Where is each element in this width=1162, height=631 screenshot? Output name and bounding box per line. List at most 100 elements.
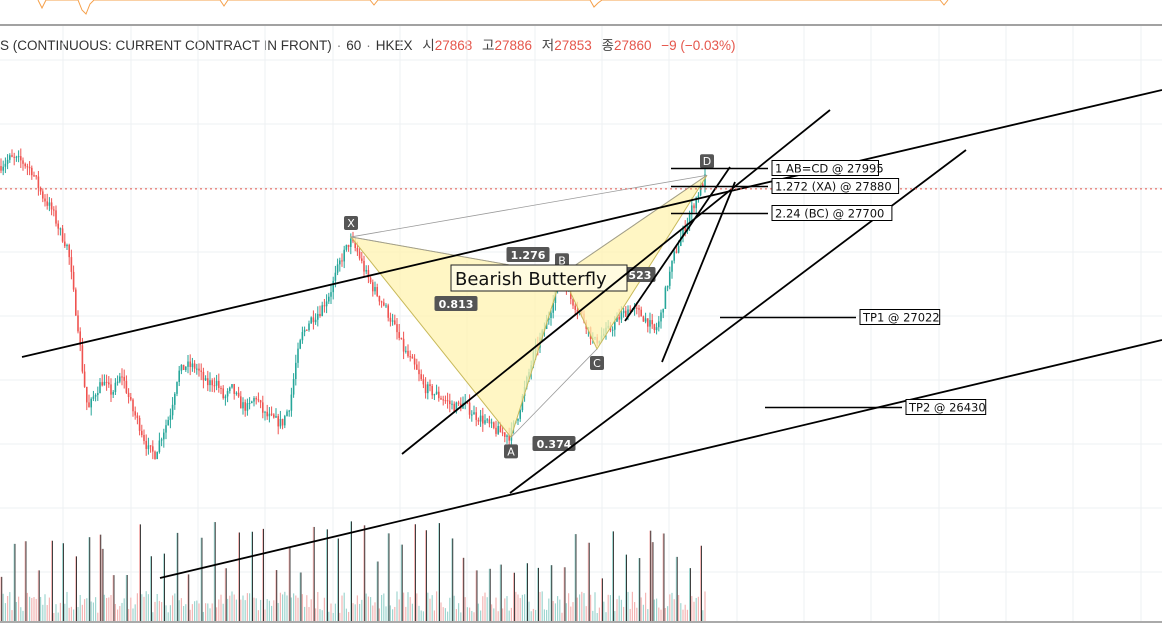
- volume-bar: [279, 592, 281, 621]
- volume-bar: [363, 525, 365, 621]
- volume-bar: [216, 607, 218, 621]
- trendline[interactable]: [21, 89, 1162, 358]
- candle-body: [123, 376, 125, 381]
- volume-bar: [367, 596, 369, 621]
- volume-bar: [477, 603, 479, 621]
- level-label-box[interactable]: [771, 160, 879, 176]
- candle-body: [440, 398, 442, 400]
- candle-body: [649, 320, 651, 327]
- volume-bar: [264, 609, 266, 621]
- volume-bar: [598, 607, 600, 621]
- candle-body: [570, 289, 572, 299]
- candle-body: [143, 434, 145, 441]
- volume-bar: [462, 557, 464, 621]
- candle-body: [130, 397, 132, 400]
- volume-bar: [114, 604, 116, 621]
- volume-bar: [249, 593, 251, 621]
- pattern-point-marker[interactable]: [344, 215, 358, 230]
- volume-bar: [224, 568, 226, 621]
- volume-bar: [537, 567, 539, 621]
- open-label: 시: [422, 38, 435, 53]
- level-label-tp2: TP2 @ 26430: [908, 401, 986, 415]
- volume-bar: [277, 603, 279, 621]
- header-separator: ·: [366, 38, 371, 53]
- trendline[interactable]: [159, 339, 1162, 579]
- pattern-point-marker[interactable]: [555, 253, 569, 268]
- trendline[interactable]: [661, 181, 736, 363]
- candle-body: [92, 396, 95, 399]
- volume-bar: [108, 597, 110, 621]
- symbol-name[interactable]: S (CONTINUOUS: CURRENT CONTRACT IN FRONT…: [0, 38, 332, 53]
- level-label-box[interactable]: [859, 309, 941, 325]
- candle-body: [154, 451, 156, 460]
- candle-body: [266, 411, 268, 417]
- volume-bar: [253, 597, 255, 621]
- volume-bar: [200, 537, 202, 621]
- target-levels[interactable]: 1 AB=CD @ 27995 1.272 (XA) @ 27880 2.24 (B…: [0, 160, 1162, 415]
- pattern-point-marker[interactable]: [700, 154, 714, 169]
- volume-bar: [513, 572, 515, 621]
- trendline[interactable]: [624, 166, 731, 322]
- candle-body: [72, 271, 75, 290]
- volume-bar: [334, 603, 336, 621]
- volume-bar: [187, 574, 189, 621]
- candle-body: [64, 241, 66, 247]
- candle-body: [385, 305, 387, 307]
- high-label: 고: [482, 38, 495, 53]
- trendlines[interactable]: [21, 89, 1162, 579]
- volume-bar: [515, 591, 517, 621]
- volume-bar: [405, 606, 407, 621]
- volume-bar: [139, 524, 141, 621]
- candle-body: [625, 310, 627, 317]
- level-label-box[interactable]: [771, 205, 893, 221]
- volume-bar: [218, 599, 220, 621]
- candle-body: [620, 313, 623, 320]
- pattern-ratio-line: [350, 174, 708, 238]
- header-separator: ·: [336, 38, 342, 53]
- candle-body: [81, 345, 84, 372]
- candle-body: [367, 269, 370, 278]
- volume-bar: [667, 606, 669, 621]
- candle-body: [132, 399, 134, 412]
- candle-body: [347, 244, 350, 247]
- pattern-point-marker[interactable]: [504, 444, 518, 459]
- candle-body: [77, 315, 79, 332]
- pattern-point-marker[interactable]: [590, 355, 604, 370]
- interval-label[interactable]: 60: [346, 38, 362, 53]
- volume-bar: [576, 597, 578, 621]
- volume-bar: [44, 594, 46, 621]
- candle-body: [664, 287, 667, 309]
- candle-body: [402, 338, 405, 352]
- volume-bar: [348, 611, 350, 621]
- candle-body: [15, 156, 18, 158]
- candle-body: [229, 387, 231, 392]
- volume-bar: [552, 600, 554, 621]
- volume-bar: [310, 599, 312, 621]
- volume-bar: [629, 608, 631, 621]
- level-label-box[interactable]: [771, 178, 900, 194]
- candle-body: [394, 320, 396, 325]
- volume-bar: [449, 597, 451, 621]
- volume-bar: [123, 598, 125, 621]
- volume-bar: [700, 545, 702, 621]
- candle-body: [55, 210, 57, 224]
- level-label-box[interactable]: [905, 399, 987, 415]
- volume-bar: [86, 598, 88, 621]
- volume-bar: [101, 548, 103, 621]
- candle-body: [704, 174, 706, 187]
- candle-body: [176, 381, 178, 394]
- pattern-name-box[interactable]: [450, 264, 628, 292]
- candle-body: [156, 452, 158, 460]
- volume-bar: [42, 604, 44, 621]
- volume-bar: [323, 597, 325, 621]
- candle-body: [651, 320, 653, 325]
- trendline[interactable]: [401, 109, 831, 455]
- volume-bar: [207, 603, 209, 621]
- volume-bar: [11, 610, 13, 621]
- volume-bar: [211, 603, 213, 621]
- volume-bar: [128, 608, 130, 621]
- candle-body: [196, 368, 198, 370]
- volume-bar: [548, 598, 550, 621]
